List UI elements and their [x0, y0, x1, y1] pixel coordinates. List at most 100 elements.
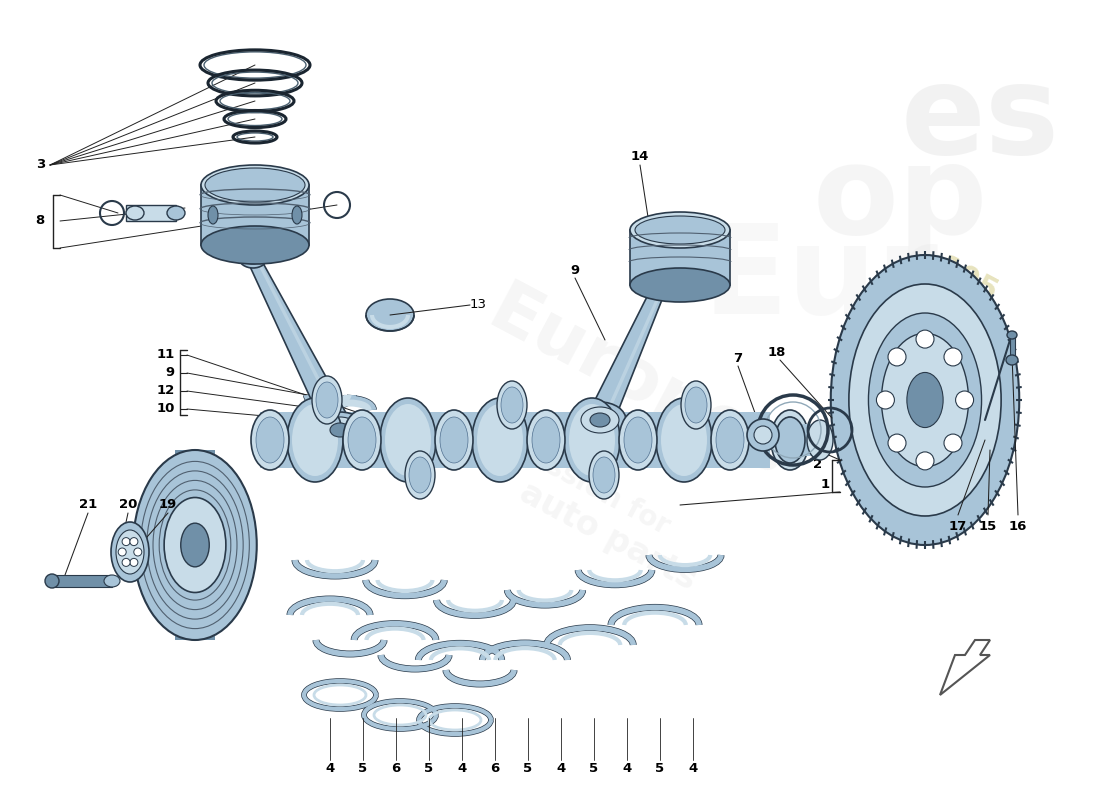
Text: 4: 4	[458, 762, 466, 774]
Circle shape	[130, 538, 138, 546]
Ellipse shape	[477, 404, 522, 476]
Ellipse shape	[116, 530, 144, 574]
Bar	[126, 205, 176, 221]
Ellipse shape	[292, 404, 338, 476]
Text: 21: 21	[79, 498, 97, 511]
Ellipse shape	[771, 410, 808, 470]
Circle shape	[122, 538, 130, 546]
Ellipse shape	[906, 373, 943, 427]
Circle shape	[747, 419, 779, 451]
Bar	[790, 424, 820, 456]
Ellipse shape	[440, 417, 467, 463]
Ellipse shape	[45, 574, 59, 588]
Text: 19: 19	[158, 498, 177, 511]
Ellipse shape	[532, 417, 560, 463]
Ellipse shape	[164, 498, 226, 593]
Ellipse shape	[409, 457, 431, 493]
Ellipse shape	[111, 522, 148, 582]
Ellipse shape	[312, 376, 342, 424]
Circle shape	[130, 558, 138, 566]
Ellipse shape	[239, 248, 267, 268]
Ellipse shape	[588, 451, 619, 499]
Text: 4: 4	[623, 762, 631, 774]
Text: 18: 18	[768, 346, 786, 359]
Text: 20: 20	[119, 498, 138, 511]
Circle shape	[944, 348, 962, 366]
Ellipse shape	[251, 410, 289, 470]
Bar	[392, 428, 404, 450]
Ellipse shape	[624, 417, 652, 463]
Ellipse shape	[348, 417, 376, 463]
Ellipse shape	[392, 446, 404, 454]
Text: 10: 10	[156, 402, 175, 415]
Circle shape	[916, 330, 934, 348]
Text: 17: 17	[949, 520, 967, 533]
Circle shape	[118, 548, 127, 556]
Text: a passion for: a passion for	[482, 420, 674, 540]
Ellipse shape	[205, 168, 305, 202]
Ellipse shape	[314, 412, 366, 448]
Circle shape	[916, 452, 934, 470]
Text: 14: 14	[630, 150, 649, 163]
Ellipse shape	[830, 255, 1020, 545]
Polygon shape	[587, 273, 671, 426]
Ellipse shape	[379, 398, 436, 482]
Polygon shape	[940, 640, 990, 695]
Ellipse shape	[685, 387, 707, 423]
Ellipse shape	[208, 206, 218, 224]
Ellipse shape	[593, 457, 615, 493]
Ellipse shape	[1006, 331, 1018, 339]
Circle shape	[134, 548, 142, 556]
Ellipse shape	[392, 424, 404, 432]
Text: 13: 13	[470, 298, 487, 311]
Ellipse shape	[330, 423, 350, 437]
Polygon shape	[254, 256, 344, 429]
Text: 105: 105	[933, 252, 1003, 308]
Ellipse shape	[776, 417, 804, 463]
Ellipse shape	[651, 265, 679, 285]
Text: 4: 4	[689, 762, 697, 774]
Bar	[374, 420, 386, 442]
Ellipse shape	[716, 417, 744, 463]
Circle shape	[888, 348, 906, 366]
Ellipse shape	[434, 410, 473, 470]
Ellipse shape	[201, 226, 309, 264]
Ellipse shape	[807, 420, 833, 460]
Ellipse shape	[574, 402, 626, 438]
Ellipse shape	[564, 398, 620, 482]
Ellipse shape	[630, 212, 730, 248]
Ellipse shape	[776, 417, 805, 463]
Ellipse shape	[711, 410, 749, 470]
Circle shape	[888, 434, 906, 452]
Ellipse shape	[581, 407, 619, 433]
Ellipse shape	[104, 575, 120, 587]
Text: 2: 2	[813, 458, 822, 471]
Text: 15: 15	[979, 520, 997, 533]
Ellipse shape	[630, 268, 730, 302]
Circle shape	[754, 426, 772, 444]
Text: 5: 5	[359, 762, 367, 774]
Ellipse shape	[681, 381, 711, 429]
Ellipse shape	[366, 299, 414, 331]
Ellipse shape	[201, 165, 309, 205]
Ellipse shape	[321, 417, 359, 443]
Text: op: op	[812, 139, 988, 261]
Text: 4: 4	[557, 762, 565, 774]
Ellipse shape	[385, 404, 431, 476]
Text: Eur: Eur	[702, 219, 938, 341]
Text: 3: 3	[35, 158, 45, 171]
Bar	[630, 230, 730, 285]
Text: 6: 6	[392, 762, 400, 774]
Ellipse shape	[661, 404, 707, 476]
Ellipse shape	[316, 382, 338, 418]
Ellipse shape	[869, 313, 981, 487]
Ellipse shape	[374, 438, 386, 446]
Circle shape	[956, 391, 974, 409]
Text: 1: 1	[821, 478, 830, 491]
Ellipse shape	[126, 206, 144, 220]
Ellipse shape	[656, 269, 674, 281]
Polygon shape	[602, 275, 669, 422]
Ellipse shape	[343, 410, 381, 470]
Text: 9: 9	[571, 263, 580, 277]
Ellipse shape	[405, 451, 435, 499]
